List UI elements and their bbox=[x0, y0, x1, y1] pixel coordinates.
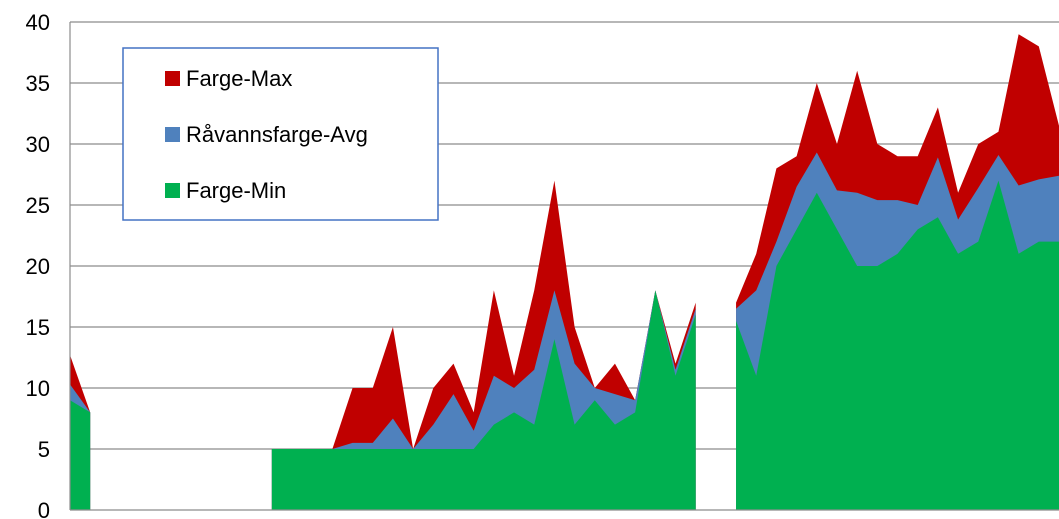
series-areas bbox=[70, 34, 1059, 511]
y-tick-label-40: 40 bbox=[26, 10, 50, 35]
area-farge-min bbox=[70, 400, 91, 510]
y-tick-label-10: 10 bbox=[26, 376, 50, 401]
y-tick-label-25: 25 bbox=[26, 193, 50, 218]
series-farge-min bbox=[70, 180, 1059, 510]
legend-label-farge-max: Farge-Max bbox=[186, 66, 292, 91]
y-tick-label-15: 15 bbox=[26, 315, 50, 340]
y-axis-tick-labels: 0 5 10 15 20 25 30 35 40 bbox=[26, 10, 50, 519]
y-tick-label-20: 20 bbox=[26, 254, 50, 279]
y-tick-label-5: 5 bbox=[38, 437, 50, 462]
legend-swatch-farge-max bbox=[165, 71, 180, 86]
y-tick-label-0: 0 bbox=[38, 498, 50, 519]
y-tick-label-35: 35 bbox=[26, 71, 50, 96]
area-farge-min bbox=[736, 180, 1059, 510]
area-farge-min bbox=[271, 290, 696, 510]
y-tick-label-30: 30 bbox=[26, 132, 50, 157]
legend-swatch-farge-min bbox=[165, 183, 180, 198]
legend-label-ravannsfarge-avg: Råvannsfarge-Avg bbox=[186, 122, 368, 147]
axes bbox=[69, 22, 1059, 511]
legend-label-farge-min: Farge-Min bbox=[186, 178, 286, 203]
legend-swatch-ravannsfarge-avg bbox=[165, 127, 180, 142]
legend: Farge-Max Råvannsfarge-Avg Farge-Min bbox=[122, 47, 439, 221]
